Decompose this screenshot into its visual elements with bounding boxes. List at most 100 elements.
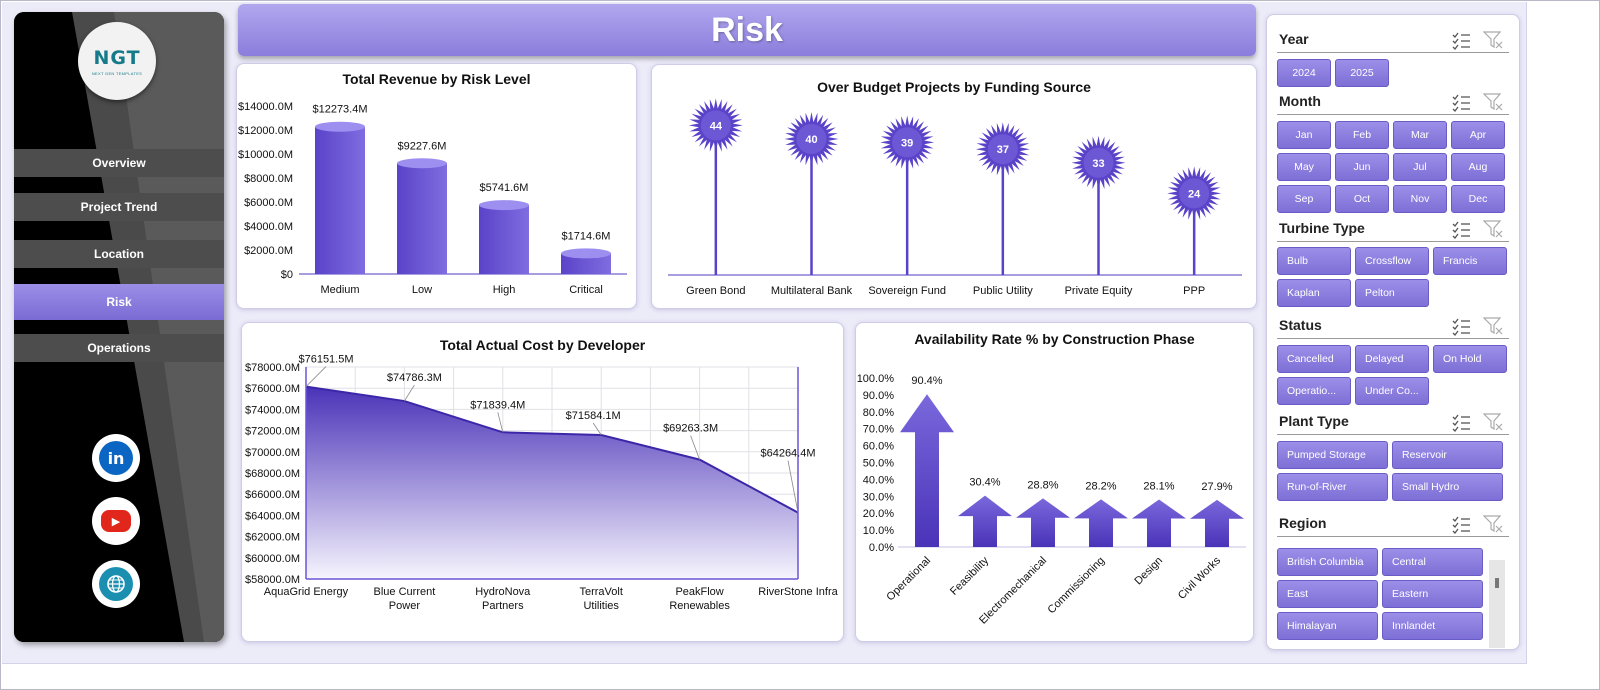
nav-operations-button[interactable]: Operations bbox=[14, 334, 224, 362]
youtube-button[interactable]: ▶ bbox=[92, 497, 140, 545]
slicer-item-month[interactable]: Jul bbox=[1393, 153, 1447, 181]
website-button[interactable] bbox=[92, 560, 140, 608]
multi-select-icon[interactable] bbox=[1451, 316, 1471, 336]
slicer-item-turbine[interactable]: Crossflow bbox=[1355, 247, 1429, 275]
slicer-item-plant[interactable]: Small Hydro bbox=[1392, 473, 1503, 501]
multi-select-icon[interactable] bbox=[1451, 514, 1471, 534]
actualcost-leader-line bbox=[404, 384, 415, 402]
revenue-data-label: $9227.6M bbox=[398, 140, 447, 152]
slicer-item-status[interactable]: Under Co... bbox=[1355, 377, 1429, 405]
actualcost-data-label: $71839.4M bbox=[470, 399, 525, 411]
actualcost-data-label: $76151.5M bbox=[298, 354, 353, 366]
page-title-banner: Risk bbox=[238, 4, 1256, 56]
y-tick-label: 70.0% bbox=[863, 424, 894, 436]
slicer-item-month[interactable]: Jan bbox=[1277, 121, 1331, 149]
availability-category-label: Design bbox=[1132, 555, 1165, 588]
youtube-icon: ▶ bbox=[101, 510, 131, 532]
revenue-data-label: $12273.4M bbox=[312, 104, 367, 116]
availability-arrow bbox=[1016, 498, 1070, 547]
actualcost-leader-line bbox=[690, 435, 700, 460]
slicer-item-month[interactable]: Apr bbox=[1451, 121, 1505, 149]
slicer-item-status[interactable]: On Hold bbox=[1433, 345, 1507, 373]
revenue-chart: $0 $2000.0M $4000.0M $6000.0M $8000.0M $10000… bbox=[238, 101, 627, 296]
clear-filter-icon[interactable] bbox=[1483, 316, 1503, 336]
y-tick-label: $6000.0M bbox=[244, 197, 293, 209]
overbudget-category-label: Private Equity bbox=[1065, 285, 1133, 297]
slicer-item-month[interactable]: Jun bbox=[1335, 153, 1389, 181]
slicer-item-region[interactable]: Innlandet bbox=[1382, 612, 1483, 640]
revenue-bar-cap bbox=[479, 200, 529, 211]
multi-select-icon[interactable] bbox=[1451, 92, 1471, 112]
linkedin-button[interactable]: in bbox=[92, 434, 140, 482]
slicer-item-turbine[interactable]: Bulb bbox=[1277, 247, 1351, 275]
nav-risk-button[interactable]: Risk bbox=[14, 284, 224, 320]
revenue-bar bbox=[561, 253, 611, 274]
clear-filter-icon[interactable] bbox=[1483, 514, 1503, 534]
slicer-item-month[interactable]: May bbox=[1277, 153, 1331, 181]
slicer-item-status[interactable]: Cancelled bbox=[1277, 345, 1351, 373]
availability-arrow bbox=[900, 394, 954, 547]
slicer-item-month[interactable]: Sep bbox=[1277, 185, 1331, 213]
y-tick-label: $74000.0M bbox=[245, 404, 300, 416]
overbudget-data-label: 33 bbox=[1092, 158, 1104, 170]
slicer-item-plant[interactable]: Reservoir bbox=[1392, 441, 1503, 469]
slicer-item-month[interactable]: Oct bbox=[1335, 185, 1389, 213]
y-tick-label: 60.0% bbox=[863, 441, 894, 453]
slicer-title-status: Status bbox=[1279, 317, 1322, 333]
multi-select-icon[interactable] bbox=[1451, 30, 1471, 50]
slicer-title-turbine: Turbine Type bbox=[1279, 220, 1365, 236]
revenue-bar bbox=[397, 163, 447, 274]
actualcost-category-label: TerraVolt bbox=[579, 586, 622, 598]
slicer-item-region[interactable]: Eastern bbox=[1382, 580, 1483, 608]
multi-select-icon[interactable] bbox=[1451, 412, 1471, 432]
availability-arrow bbox=[958, 495, 1012, 547]
actualcost-leader-line bbox=[787, 460, 799, 513]
actualcost-data-label: $71584.1M bbox=[566, 410, 621, 422]
multi-select-icon[interactable] bbox=[1451, 219, 1471, 239]
actualcost-category-label: HydroNova bbox=[475, 586, 531, 598]
revenue-by-risk-card: Total Revenue by Risk Level $0 $2000.0M $4… bbox=[236, 63, 637, 309]
region-scrollbar[interactable] bbox=[1489, 560, 1505, 648]
slicer-item-year[interactable]: 2024 bbox=[1277, 59, 1331, 87]
slicer-item-turbine[interactable]: Kaplan bbox=[1277, 279, 1351, 307]
clear-filter-icon[interactable] bbox=[1483, 92, 1503, 112]
slicer-header-status: Status bbox=[1277, 313, 1509, 339]
revenue-data-label: $1714.6M bbox=[562, 230, 611, 242]
slicer-item-month[interactable]: Dec bbox=[1451, 185, 1505, 213]
slicer-item-plant[interactable]: Pumped Storage bbox=[1277, 441, 1388, 469]
slicer-item-month[interactable]: Mar bbox=[1393, 121, 1447, 149]
slicer-item-turbine[interactable]: Pelton bbox=[1355, 279, 1429, 307]
nav-overview-button[interactable]: Overview bbox=[14, 149, 224, 177]
slicer-item-region[interactable]: Central bbox=[1382, 548, 1483, 576]
slicer-title-year: Year bbox=[1279, 31, 1309, 47]
slicer-item-year[interactable]: 2025 bbox=[1335, 59, 1389, 87]
revenue-category-label: Low bbox=[412, 284, 432, 296]
slicer-item-turbine[interactable]: Francis bbox=[1433, 247, 1507, 275]
revenue-bar-cap bbox=[397, 158, 447, 169]
availability-arrow bbox=[1132, 499, 1186, 547]
nav-project-trend-button[interactable]: Project Trend bbox=[14, 193, 224, 221]
slicer-item-status[interactable]: Operatio... bbox=[1277, 377, 1351, 405]
slicer-item-region[interactable]: East bbox=[1277, 580, 1378, 608]
clear-filter-icon[interactable] bbox=[1483, 412, 1503, 432]
slicer-item-month[interactable]: Aug bbox=[1451, 153, 1505, 181]
availability-data-label: 90.4% bbox=[911, 375, 942, 387]
slicer-item-month[interactable]: Feb bbox=[1335, 121, 1389, 149]
clear-filter-icon[interactable] bbox=[1483, 219, 1503, 239]
actualcost-data-label: $69263.3M bbox=[663, 423, 718, 435]
nav-location-button[interactable]: Location bbox=[14, 240, 224, 268]
y-tick-label: $72000.0M bbox=[245, 426, 300, 438]
slicer-item-region[interactable]: Himalayan bbox=[1277, 612, 1378, 640]
actualcost-category-label: Blue Current bbox=[374, 586, 436, 598]
overbudget-category-label: PPP bbox=[1183, 285, 1205, 297]
slicer-item-status[interactable]: Delayed bbox=[1355, 345, 1429, 373]
y-tick-label: $78000.0M bbox=[245, 362, 300, 374]
slicer-item-plant[interactable]: Run-of-River bbox=[1277, 473, 1388, 501]
region-scrollbar-thumb[interactable] bbox=[1495, 578, 1499, 588]
slicer-item-month[interactable]: Nov bbox=[1393, 185, 1447, 213]
overbudget-category-label: Green Bond bbox=[686, 285, 745, 297]
y-tick-label: 20.0% bbox=[863, 508, 894, 520]
clear-filter-icon[interactable] bbox=[1483, 30, 1503, 50]
slicer-item-region[interactable]: British Columbia bbox=[1277, 548, 1378, 576]
